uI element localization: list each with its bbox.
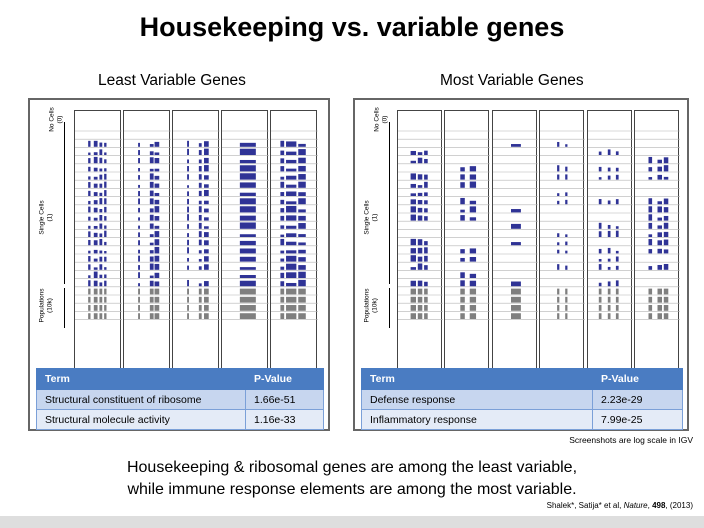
pvalue-header: P-Value bbox=[245, 368, 324, 390]
footer-strip bbox=[0, 516, 704, 528]
gene-track-il6: Il6 bbox=[586, 110, 633, 412]
coverage-plot bbox=[492, 130, 538, 396]
most-variable-subtitle: Most Variable Genes bbox=[440, 72, 584, 89]
gene-track-actb: Actb bbox=[270, 110, 318, 412]
term-cell: Defense response bbox=[361, 389, 593, 410]
conclusion: Housekeeping & ribosomal genes are among… bbox=[0, 457, 704, 501]
coverage-plot bbox=[398, 130, 443, 396]
most-variable-term-table: Term P-Value Defense response 2.23e-29 Inf… bbox=[361, 368, 683, 430]
least-variable-subtitle: Least Variable Genes bbox=[98, 72, 246, 89]
citation: Shalek*, Satija* et al, Nature, 498, (20… bbox=[546, 501, 693, 510]
coverage-plot bbox=[635, 130, 680, 396]
populations-bracket bbox=[64, 288, 65, 328]
coverage-plot bbox=[173, 130, 220, 396]
table-row: Structural constituent of ribosome 1.66e-… bbox=[36, 389, 324, 410]
least-variable-panel: No Cells (0) Single Cells (1) Populations(… bbox=[28, 98, 330, 431]
table-row: Defense response 2.23e-29 bbox=[361, 389, 683, 410]
coverage-plot bbox=[75, 130, 122, 396]
pvalue-cell: 2.23e-29 bbox=[592, 389, 683, 410]
pvalue-cell: 1.16e-33 bbox=[245, 409, 324, 430]
no-cells-label: No Cells (0) bbox=[48, 107, 64, 132]
least-variable-term-table: Term P-Value Structural constituent of ri… bbox=[36, 368, 324, 430]
term-cell: Structural constituent of ribosome bbox=[36, 389, 246, 410]
gene-track-ubb: Ubb bbox=[221, 110, 269, 412]
term-header: Term bbox=[361, 368, 593, 390]
gene-track-b2m: B2m bbox=[123, 110, 171, 412]
no-cells-bracket bbox=[64, 122, 65, 140]
gene-track-ifnb1: Ifnb1 bbox=[491, 110, 538, 412]
gene-track-cxcl1: Cxcl1 bbox=[444, 110, 491, 412]
igv-note: Screenshots are log scale in IGV bbox=[569, 435, 693, 445]
gene-track-rps3: Rps3 bbox=[74, 110, 122, 412]
least-variable-tracks: Rps3B2mPpiaUbbActb bbox=[74, 110, 320, 412]
table-row: Inflammatory response 7.99e-25 bbox=[361, 409, 683, 430]
gene-track-il12b: Il12b bbox=[634, 110, 680, 412]
no-cells-label: No Cells (0) bbox=[373, 107, 389, 132]
no-cells-bracket bbox=[389, 122, 390, 140]
table-row: Structural molecule activity 1.16e-33 bbox=[36, 409, 324, 430]
slide-title: Housekeeping vs. variable genes bbox=[139, 12, 565, 42]
single-cells-label: Single Cells (1) bbox=[363, 200, 379, 235]
conclusion-line: while immune response elements are among… bbox=[127, 481, 577, 498]
populations-bracket bbox=[389, 288, 390, 328]
gene-track-ppia: Ppia bbox=[172, 110, 220, 412]
populations-label: Populations (10k) bbox=[38, 288, 54, 323]
term-header: Term bbox=[36, 368, 246, 390]
gene-track-cxcl10: Cxcl10 bbox=[397, 110, 443, 412]
populations-label: Populations (10k) bbox=[363, 288, 379, 323]
most-variable-tracks: Cxcl10Cxcl1Ifnb1Ifitm1Il6Il12b bbox=[397, 110, 680, 412]
term-cell: Inflammatory response bbox=[361, 409, 593, 430]
single-cells-bracket bbox=[64, 140, 65, 284]
conclusion-line: Housekeeping & ribosomal genes are among… bbox=[126, 459, 578, 476]
term-cell: Structural molecule activity bbox=[36, 409, 246, 430]
pvalue-cell: 1.66e-51 bbox=[245, 389, 324, 410]
pvalue-header: P-Value bbox=[592, 368, 683, 390]
most-variable-panel: No Cells (0) Single Cells (1) Populations(… bbox=[353, 98, 689, 431]
single-cells-bracket bbox=[389, 140, 390, 284]
pvalue-cell: 7.99e-25 bbox=[592, 409, 683, 430]
gene-track-ifitm1: Ifitm1 bbox=[539, 110, 586, 412]
single-cells-label: Single Cells (1) bbox=[38, 200, 54, 235]
